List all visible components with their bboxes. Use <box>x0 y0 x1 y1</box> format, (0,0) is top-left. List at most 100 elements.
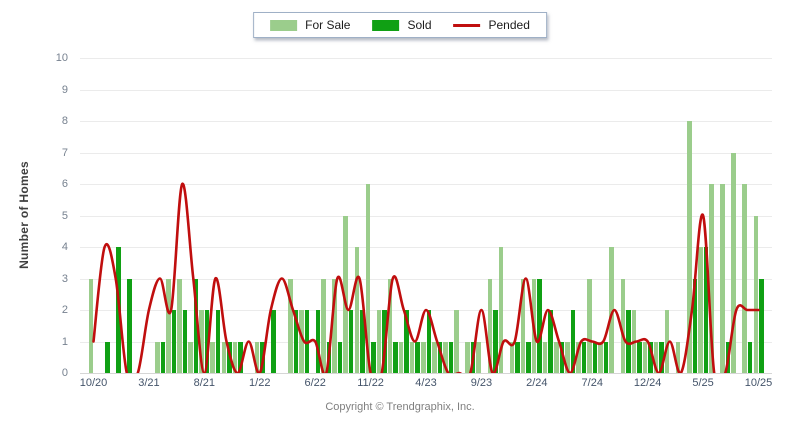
bar-for-sale <box>365 184 371 373</box>
bar-sold <box>581 341 587 373</box>
bar-for-sale <box>742 184 747 373</box>
bar-sold <box>271 310 276 373</box>
bar-sold <box>626 310 631 373</box>
bar-sold <box>360 310 365 373</box>
bar-sold <box>404 310 409 373</box>
bar-for-sale <box>155 341 160 373</box>
bar-for-sale <box>332 278 337 373</box>
x-tick-label: 4/23 <box>415 377 437 389</box>
bar-sold <box>759 278 764 373</box>
legend-label-pended: Pended <box>488 18 530 32</box>
bar-for-sale <box>299 310 304 373</box>
for-sale-swatch-icon <box>270 19 298 31</box>
bar-for-sale <box>421 341 426 373</box>
bar-for-sale <box>177 278 182 373</box>
bar-for-sale <box>354 247 359 373</box>
bar-sold <box>515 341 520 373</box>
x-tick-label: 8/21 <box>193 377 216 389</box>
bar-for-sale <box>698 247 703 373</box>
bar-for-sale <box>376 310 382 373</box>
bar-for-sale <box>675 341 681 373</box>
bar-for-sale <box>88 278 93 373</box>
bar-sold <box>437 341 443 373</box>
bar-sold <box>127 278 132 373</box>
bar-for-sale <box>731 152 736 373</box>
bar-sold <box>415 341 420 373</box>
x-tick-label: 10/25 <box>744 377 773 389</box>
bar-sold <box>493 310 498 373</box>
bar-for-sale <box>188 341 193 373</box>
gridline <box>80 184 772 185</box>
legend-item-pended: Pended <box>453 18 530 32</box>
bar-sold <box>526 341 531 373</box>
bar-for-sale <box>465 341 470 373</box>
bar-sold <box>348 310 354 373</box>
y-tick-label: 4 <box>61 241 68 253</box>
bar-for-sale <box>343 215 348 373</box>
y-tick-label: 1 <box>61 335 68 348</box>
x-axis: 10/20 3/21 8/21 1/22 6/22 11/22 4/23 9/23 2/24 7/… <box>0 373 800 393</box>
legend-item-sold: Sold <box>372 18 432 32</box>
bar-for-sale <box>221 341 226 373</box>
sold-swatch-icon <box>372 19 400 31</box>
bar-sold <box>238 341 243 373</box>
y-tick-label: 0 <box>61 367 68 379</box>
legend-label-sold: Sold <box>407 18 432 32</box>
gridline <box>80 58 772 59</box>
x-tick-label: 7/24 <box>581 377 603 389</box>
bar-for-sale <box>476 341 481 373</box>
bar-for-sale <box>487 278 492 373</box>
bar-for-sale <box>620 278 625 373</box>
legend: For Sale Sold Pended <box>253 12 547 38</box>
bar-sold <box>747 341 753 373</box>
plot-area <box>80 58 772 374</box>
bar-sold <box>371 341 376 373</box>
y-tick-label: 5 <box>61 209 68 222</box>
bar-for-sale <box>576 341 581 373</box>
bar-for-sale <box>687 121 692 373</box>
bar-sold <box>393 341 398 373</box>
bar-for-sale <box>432 341 437 373</box>
bar-sold <box>548 310 553 373</box>
bar-sold <box>304 310 310 373</box>
x-tick-label: 2/24 <box>526 377 548 389</box>
bar-for-sale <box>166 278 171 373</box>
bar-sold <box>337 341 343 373</box>
copyright-text: Copyright © Trendgraphix, Inc. <box>325 401 475 413</box>
x-tick-label: 5/25 <box>692 377 714 389</box>
bar-for-sale <box>199 310 204 373</box>
bar-sold <box>703 247 709 373</box>
bar-for-sale <box>443 341 448 373</box>
gridline <box>80 121 772 122</box>
bar-sold <box>315 310 321 373</box>
gridline <box>80 341 772 343</box>
x-tick-label: 10/20 <box>79 377 108 389</box>
bar-sold <box>570 310 576 373</box>
x-tick-label: 9/23 <box>470 377 493 389</box>
y-tick-label: 9 <box>61 83 68 96</box>
gridline <box>80 215 772 217</box>
bar-for-sale <box>409 341 415 373</box>
bar-sold <box>204 310 210 373</box>
bar-sold <box>603 341 609 373</box>
bar-for-sale <box>664 310 670 373</box>
bar-for-sale <box>753 215 758 373</box>
x-tick-label: 12/24 <box>633 377 662 389</box>
legend-item-for-sale: For Sale <box>270 18 350 32</box>
gridline <box>80 89 772 91</box>
bar-for-sale <box>653 341 659 373</box>
bar-for-sale <box>598 341 603 373</box>
bar-for-sale <box>609 247 614 373</box>
bar-for-sale <box>321 278 326 373</box>
bar-for-sale <box>565 341 570 373</box>
bar-for-sale <box>554 341 559 373</box>
bar-sold <box>105 341 110 373</box>
gridline <box>80 152 772 154</box>
bar-for-sale <box>288 278 293 373</box>
bar-sold <box>160 341 165 373</box>
bar-for-sale <box>520 278 526 373</box>
bar-sold <box>692 278 697 373</box>
x-tick-label: 6/22 <box>304 377 326 389</box>
y-tick-label: 3 <box>61 272 68 285</box>
